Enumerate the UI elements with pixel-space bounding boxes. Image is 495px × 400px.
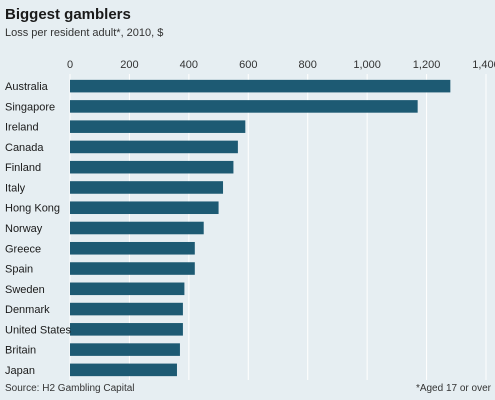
bar-japan <box>70 363 177 377</box>
bar-singapore <box>70 100 418 113</box>
bar-britain <box>70 343 180 356</box>
footnote: *Aged 17 or over <box>415 383 491 394</box>
x-tick-label: 1,200 <box>413 59 441 71</box>
category-label: United States <box>5 324 72 336</box>
category-label: Greece <box>5 243 41 255</box>
x-tick-label: 800 <box>299 59 317 71</box>
category-label: Australia <box>5 81 49 93</box>
category-label: Spain <box>5 264 33 276</box>
bar-greece <box>70 241 195 255</box>
category-label: Singapore <box>5 101 55 113</box>
category-labels: Australia Singapore Ireland Canada Finland It… <box>5 81 72 377</box>
category-label: Ireland <box>5 122 39 134</box>
tick-labels: 0 200 400 600 800 1,000 1,200 1,400 <box>67 59 495 71</box>
bar-sweden <box>70 282 185 296</box>
bar-united-states <box>70 323 183 336</box>
category-label: Britain <box>5 345 36 357</box>
category-label: Hong Kong <box>5 203 60 215</box>
chart-title: Biggest gamblers <box>5 6 131 23</box>
bar-spain <box>70 262 195 275</box>
category-label: Japan <box>5 365 35 377</box>
category-label: Finland <box>5 162 41 174</box>
chart-subtitle: Loss per resident adult*, 2010, $ <box>5 27 164 39</box>
source-note: Source: H2 Gambling Capital <box>5 383 135 394</box>
bars <box>70 79 451 377</box>
x-tick-label: 200 <box>120 59 138 71</box>
bar-norway <box>70 221 204 235</box>
category-label: Canada <box>5 142 44 154</box>
bar-denmark <box>70 302 183 316</box>
category-label: Sweden <box>5 284 45 296</box>
x-tick-label: 400 <box>180 59 198 71</box>
bar-italy <box>70 181 224 194</box>
x-tick-label: 1,400 <box>472 59 495 71</box>
bar-ireland <box>70 120 246 133</box>
bar-hong-kong <box>70 201 219 215</box>
bar-australia <box>70 79 451 93</box>
category-label: Norway <box>5 223 43 235</box>
x-tick-label: 0 <box>67 59 73 71</box>
category-label: Italy <box>5 182 26 194</box>
bar-canada <box>70 140 238 154</box>
category-label: Denmark <box>5 304 50 316</box>
bar-finland <box>70 160 234 174</box>
x-tick-label: 600 <box>239 59 257 71</box>
x-tick-label: 1,000 <box>353 59 381 71</box>
